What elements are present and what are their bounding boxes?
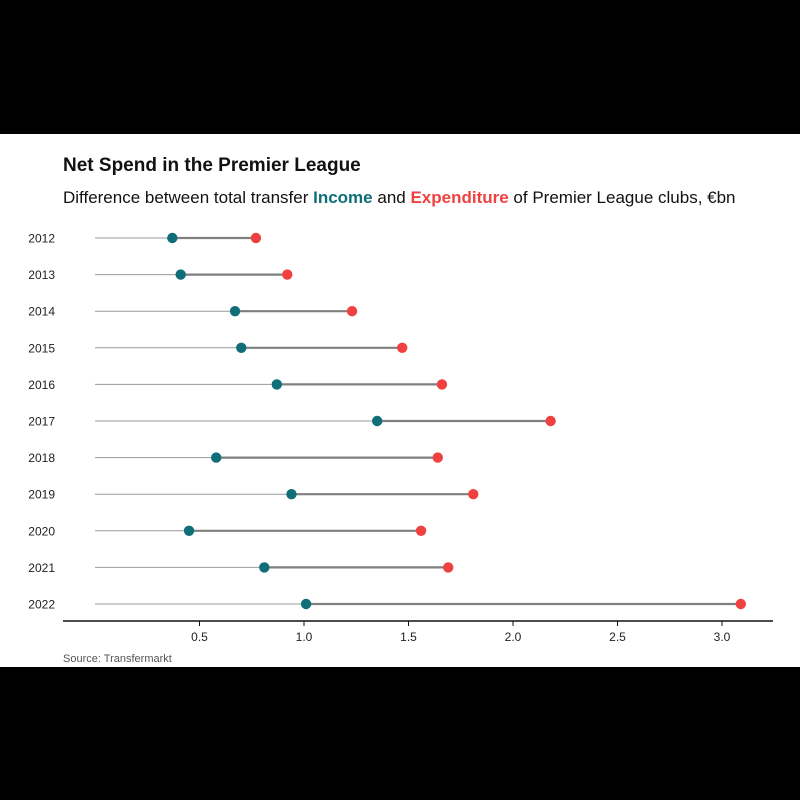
expenditure-point xyxy=(250,232,262,244)
year-label: 2018 xyxy=(28,451,55,465)
income-point xyxy=(286,489,297,500)
source-note: Source: Transfermarkt xyxy=(63,653,172,665)
year-label: 2017 xyxy=(28,415,55,429)
expenditure-point xyxy=(346,306,358,317)
income-point xyxy=(167,232,178,244)
chart-subtitle: Difference between total transfer Income… xyxy=(63,188,736,208)
expenditure-point xyxy=(436,379,448,390)
year-label: 2015 xyxy=(28,341,55,355)
x-tick-label: 1.0 xyxy=(296,630,313,644)
expenditure-point xyxy=(282,269,293,280)
year-label: 2013 xyxy=(28,268,55,282)
expenditure-point xyxy=(545,415,556,427)
income-point xyxy=(183,525,195,536)
income-point xyxy=(229,306,241,317)
x-tick-label: 0.5 xyxy=(191,630,208,644)
year-label: 2016 xyxy=(28,378,55,392)
x-tick-label: 2.0 xyxy=(505,630,522,644)
subtitle-income-word: Income xyxy=(313,188,373,207)
expenditure-point xyxy=(735,598,747,610)
expenditure-point xyxy=(415,525,427,536)
income-point xyxy=(259,562,270,573)
x-tick-label: 1.5 xyxy=(400,630,417,644)
subtitle-suffix: of Premier League clubs, €bn xyxy=(508,188,736,207)
income-point xyxy=(300,598,312,610)
income-point xyxy=(371,415,383,427)
income-point xyxy=(271,379,283,390)
income-point xyxy=(236,342,247,353)
year-label: 2019 xyxy=(28,488,55,502)
chart-panel: Net Spend in the Premier League Differen… xyxy=(0,134,800,667)
x-tick-label: 3.0 xyxy=(714,630,731,644)
expenditure-point xyxy=(468,489,479,500)
year-label: 2022 xyxy=(28,598,55,612)
dumbbell-plot: 2012 2013 2014 2015 2016 2017 2018 2019 2020 2021… xyxy=(28,232,773,644)
chart-title: Net Spend in the Premier League xyxy=(63,155,361,176)
year-label: 2014 xyxy=(28,305,55,319)
year-label: 2012 xyxy=(28,232,55,246)
expenditure-point xyxy=(397,342,408,353)
year-label: 2020 xyxy=(28,524,55,538)
income-point xyxy=(211,452,222,463)
expenditure-point xyxy=(443,562,454,573)
income-point xyxy=(175,269,186,280)
subtitle-expenditure-word: Expenditure xyxy=(410,188,509,207)
x-tick-label: 2.5 xyxy=(609,630,626,644)
subtitle-prefix: Difference between total transfer xyxy=(63,188,314,207)
year-label: 2021 xyxy=(28,561,55,575)
expenditure-point xyxy=(432,452,443,463)
subtitle-middle: and xyxy=(372,188,411,207)
